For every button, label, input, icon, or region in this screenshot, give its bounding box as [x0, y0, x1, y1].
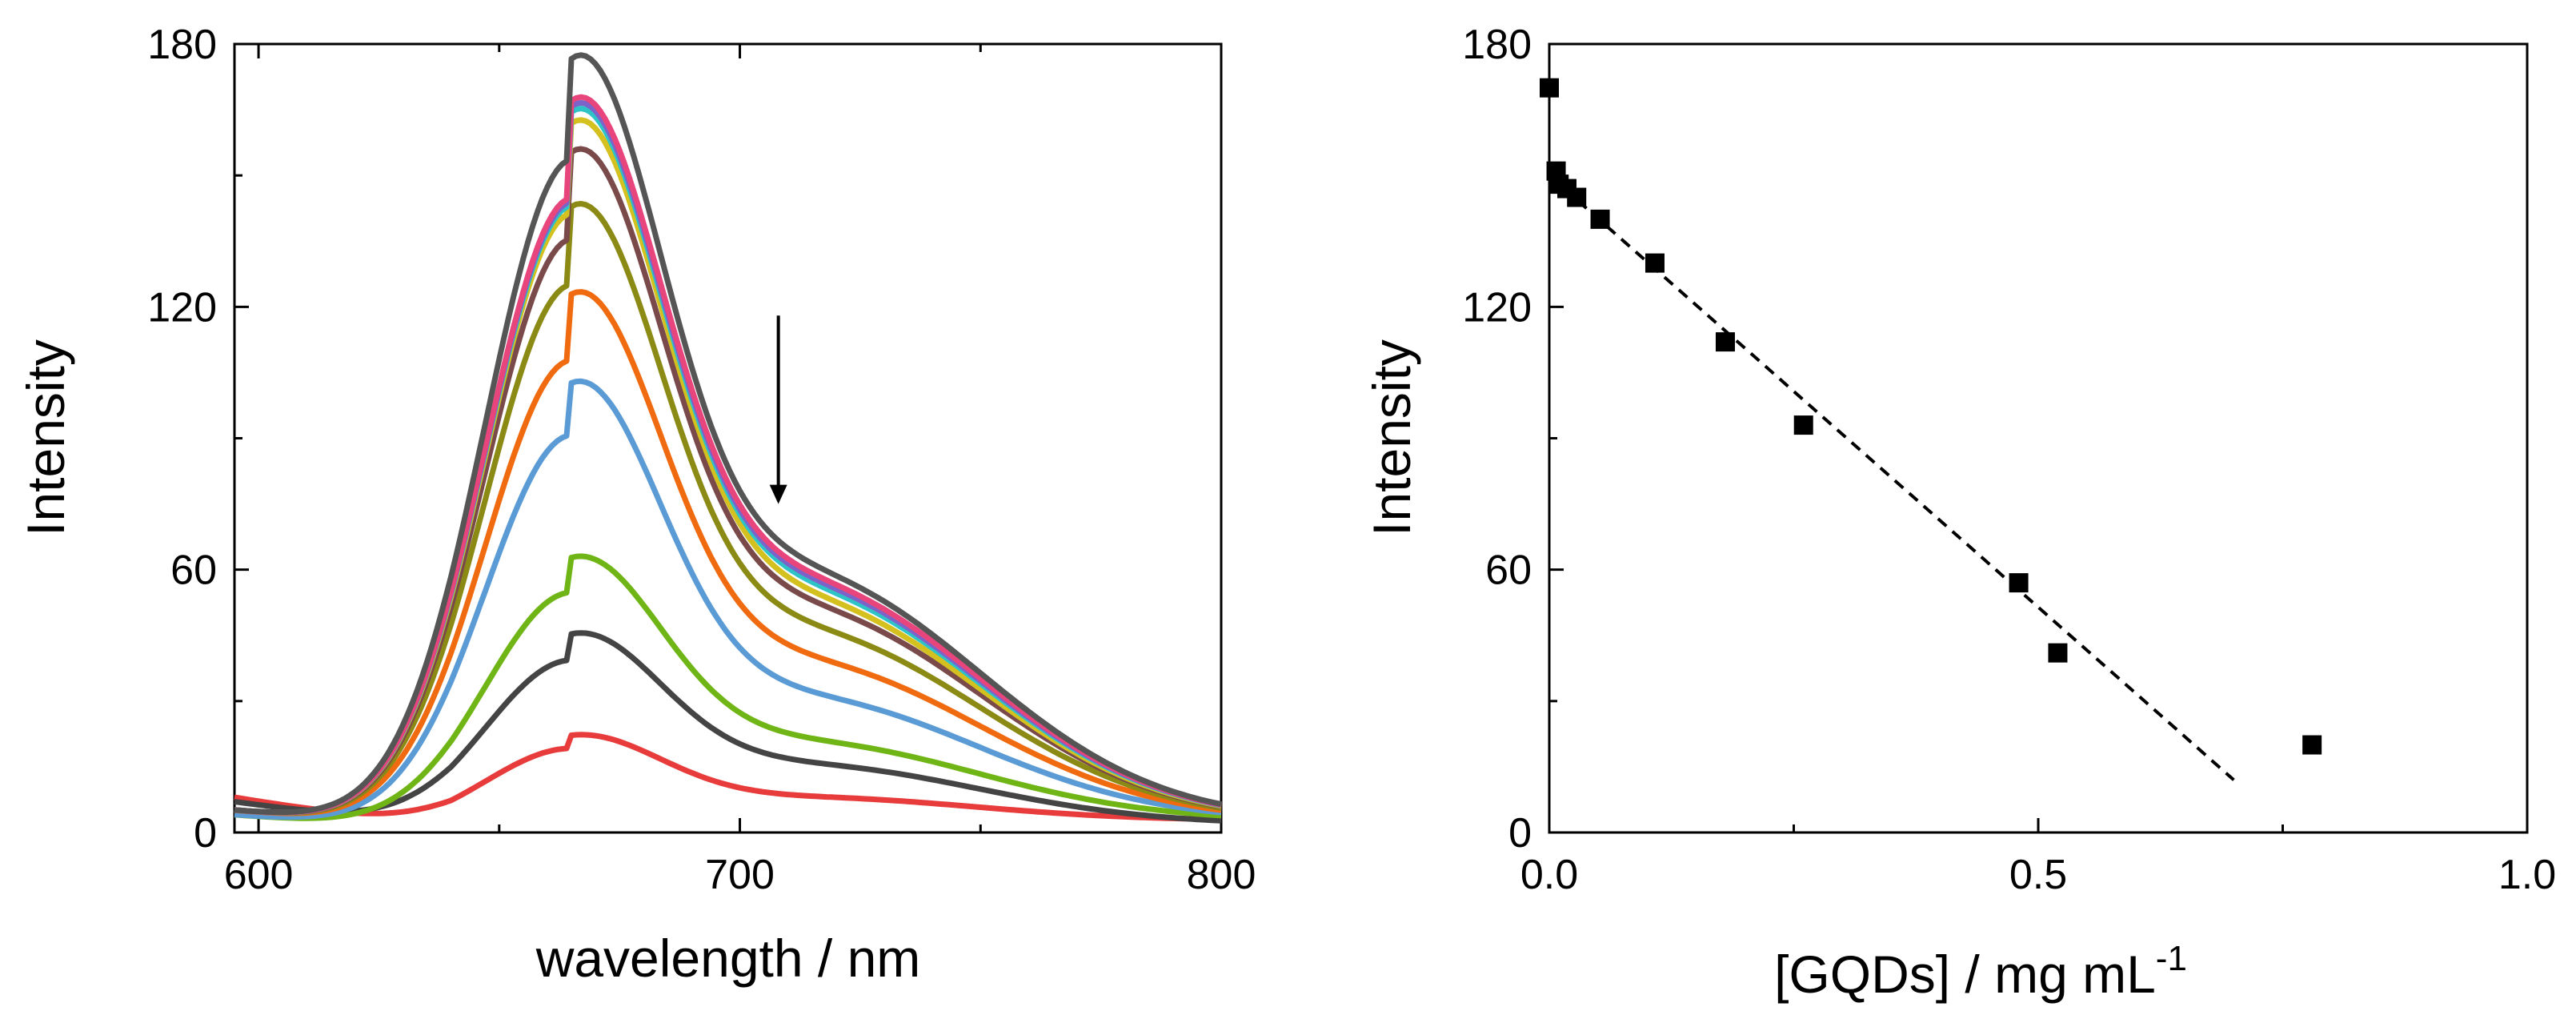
quenching-x-axis-label: [GQDs] / mg mL-1: [1774, 939, 2187, 1004]
spectra-x-tick-label: 800: [1187, 852, 1256, 898]
quenching-x-tick-label: 0.0: [1520, 852, 1578, 898]
spectra-y-tick-label: 0: [194, 810, 217, 856]
spectra-x-axis-label: wavelength / nm: [535, 929, 921, 988]
quenching-y-tick-label: 180: [1462, 22, 1532, 68]
spectra-panel: 600 700 800 0 60 120 180 wavelength / nm Inten…: [16, 22, 1256, 988]
spectra-y-tick-label: 120: [147, 284, 217, 331]
quenching-axis-ticks: 0.0 0.5 1.0 0 60 120 180: [1462, 22, 2556, 898]
data-point: [2048, 643, 2068, 663]
quenching-x-tick-label: 0.5: [2009, 852, 2067, 898]
spectrum-line-s12: [234, 732, 1222, 822]
spectrum-line-s9: [234, 378, 1222, 820]
quenching-y-tick-label: 60: [1485, 548, 1532, 594]
spectrum-line-s1: [234, 52, 1222, 816]
data-point: [2009, 573, 2029, 593]
quenching-plot-frame: [1548, 42, 2529, 834]
quenching-x-axis-label-superscript: -1: [2156, 939, 2187, 978]
quenching-x-tick-label: 1.0: [2498, 852, 2556, 898]
spectra-x-tick-label: 700: [705, 852, 775, 898]
spectra-axis-ticks: 600 700 800 0 60 120 180: [147, 22, 1256, 898]
data-point: [1793, 415, 1813, 435]
quenching-points-group: [1540, 78, 2322, 755]
data-point: [1715, 332, 1735, 352]
decrease-arrow-icon: [769, 315, 787, 504]
quenching-y-axis-label: Intensity: [1362, 339, 1421, 536]
spectrum-line-s7: [234, 201, 1222, 816]
quenching-y-tick-label: 120: [1462, 284, 1532, 331]
spectra-x-tick-label: 600: [224, 852, 294, 898]
spectra-y-axis-label: Intensity: [16, 339, 75, 536]
data-point: [1567, 187, 1587, 207]
quenching-x-axis-label-main: [GQDs] / mg mL: [1774, 945, 2156, 1004]
spectrum-line-s8: [234, 289, 1222, 816]
quenching-panel: 0.0 0.5 1.0 0 60 120 180 [GQDs] / mg mL-1 Inte…: [1362, 22, 2556, 1004]
data-point: [1590, 209, 1610, 229]
data-point: [1645, 253, 1665, 273]
spectra-plot-frame: [233, 42, 1223, 834]
spectrum-line-s10: [234, 553, 1222, 821]
spectrum-line-s11: [234, 630, 1222, 824]
arrow-head: [769, 484, 787, 504]
quenching-y-tick-label: 0: [1508, 810, 1532, 856]
spectra-y-tick-label: 180: [147, 22, 217, 68]
data-point: [2302, 735, 2322, 755]
data-point: [1540, 78, 1559, 98]
spectra-series-group: [234, 52, 1222, 824]
spectra-y-tick-label: 60: [170, 548, 217, 594]
